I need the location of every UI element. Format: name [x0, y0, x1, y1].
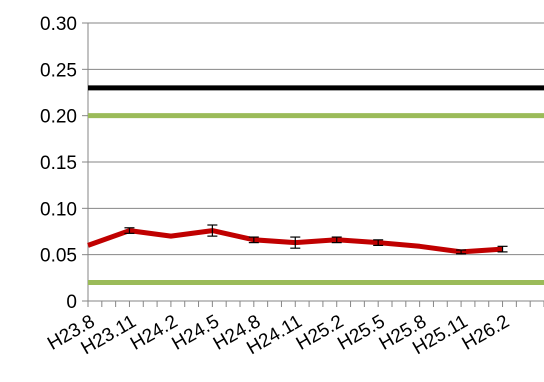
y-tick-label: 0.15: [40, 153, 77, 174]
x-tick-labels: H23.8H23.11H24.2H24.5H24.8H24.11H25.2H25…: [44, 311, 513, 359]
axes: [82, 23, 544, 307]
y-tick-label: 0.10: [40, 199, 77, 220]
y-tick-label: 0.30: [40, 14, 77, 35]
y-tick-label: 0.05: [40, 246, 77, 267]
gridlines: [88, 23, 544, 255]
y-tick-labels: 0 0.05 0.10 0.15 0.20 0.25 0.30: [40, 14, 77, 313]
series: [88, 225, 508, 254]
y-tick-label: 0.20: [40, 107, 77, 128]
y-tick-label: 0: [66, 292, 77, 313]
y-tick-label: 0.25: [40, 60, 77, 81]
x-tick-label: H26.2: [459, 311, 513, 355]
